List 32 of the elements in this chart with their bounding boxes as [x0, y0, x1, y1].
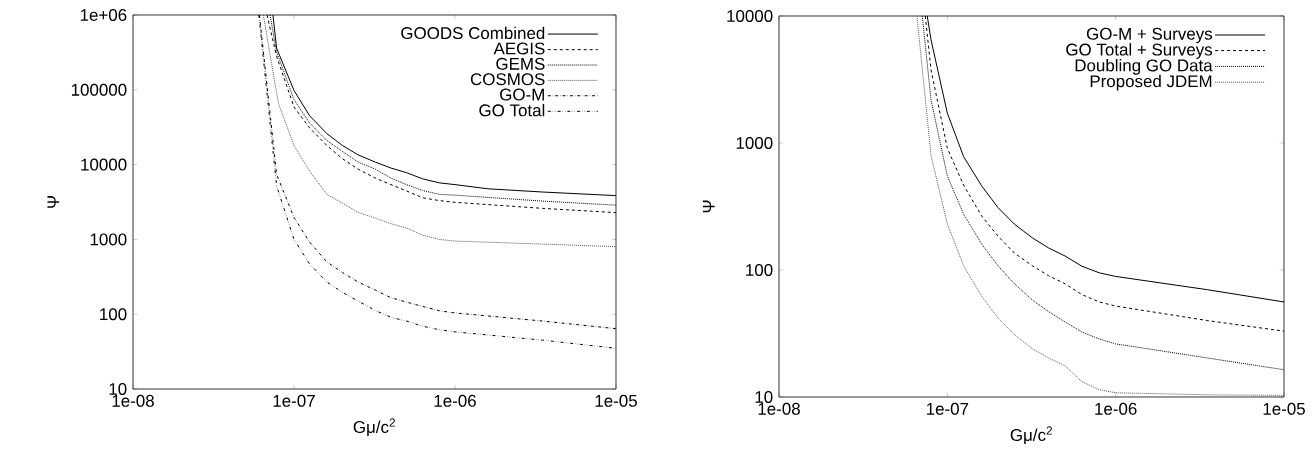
x-tick-label: 1e-06 [1095, 402, 1137, 415]
y-tick-label: 1000 [90, 233, 127, 246]
legend-label: GEMS [496, 57, 545, 70]
y-tick-label: 1000 [736, 137, 773, 149]
x-tick-label: 1e-08 [112, 394, 154, 407]
x-tick-label: 1e-06 [434, 394, 476, 407]
x-axis-title: Gμ/c$^{2}$ [1010, 426, 1052, 445]
y-tick-label: 100 [100, 308, 127, 321]
legend-label: Doubling GO Data [1075, 58, 1213, 75]
legend-label: GO-M [500, 88, 544, 101]
y-axis-title: Ψ [47, 196, 60, 208]
y-tick-label: 100000 [71, 83, 127, 96]
y-tick-label: 10000 [81, 158, 127, 171]
legend-label: GOODS Combined [401, 26, 545, 40]
legend-label: GO-M + Surveys [1086, 27, 1213, 44]
y-tick-label: 10 [109, 383, 127, 395]
y-tick-label: 1e+06 [80, 9, 127, 21]
y-axis-title: Ψ [702, 200, 715, 213]
y-tick-label: 100 [746, 264, 773, 276]
x-tick-label: 1e-05 [1263, 402, 1305, 415]
legend-label: COSMOS [470, 73, 545, 86]
x-tick-label: 1e-07 [273, 394, 315, 407]
legend-label: GO Total + Surveys [1066, 43, 1213, 59]
x-tick-label: 1e-08 [758, 402, 800, 415]
legend-label: Proposed JDEM [1090, 74, 1212, 91]
x-axis-title: Gμ/c$^{2}$ [353, 418, 395, 437]
y-tick-label: 10000 [727, 10, 773, 22]
x-tick-label: 1e-05 [595, 394, 637, 407]
legend-label: GO Total [479, 103, 545, 117]
y-tick-label: 10 [755, 391, 773, 403]
legend-label: AEGIS [493, 42, 545, 55]
x-tick-label: 1e-07 [926, 402, 969, 415]
